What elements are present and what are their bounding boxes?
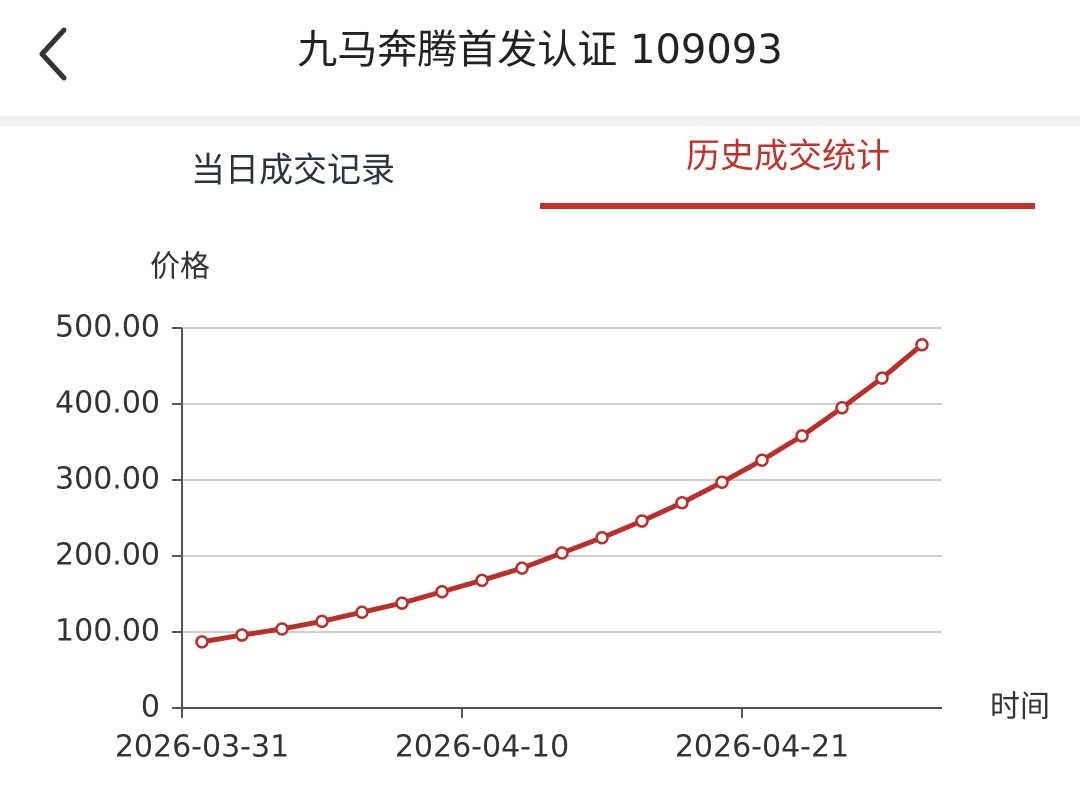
y-tick-label: 500.00 xyxy=(55,310,160,345)
point xyxy=(275,622,289,636)
point xyxy=(515,561,529,575)
point xyxy=(675,496,689,510)
x-tick-label: 2026-04-10 xyxy=(395,730,569,765)
point xyxy=(635,514,649,528)
point xyxy=(475,573,489,588)
y-tick-label: 100.00 xyxy=(55,614,160,649)
point xyxy=(355,605,369,619)
point xyxy=(795,429,809,443)
page-title: 九马奔腾首发认证 109093 xyxy=(297,27,782,73)
point xyxy=(555,546,569,560)
x-tick-label: 2026-03-31 xyxy=(115,730,289,765)
y-tick-label: 300.00 xyxy=(55,462,160,497)
x-tick-label: 2026-04-21 xyxy=(675,730,849,765)
separator xyxy=(0,116,1080,126)
point xyxy=(315,614,329,629)
y-tick-label: 400.00 xyxy=(55,386,160,421)
point xyxy=(715,475,729,490)
tab[interactable]: 当日成交记录 xyxy=(191,151,395,191)
point xyxy=(235,628,249,642)
point xyxy=(875,371,889,385)
y-axis-name: 价格 xyxy=(150,250,210,285)
x-axis-name: 时间 xyxy=(990,690,1050,725)
point xyxy=(595,531,609,545)
point xyxy=(395,596,409,610)
point xyxy=(195,635,209,649)
back-button[interactable] xyxy=(39,27,67,81)
y-tick-label: 0 xyxy=(141,690,160,725)
plot: 0 100.00 200.00 300.00 400.00 500.00 2026-03-3… xyxy=(55,310,942,765)
tab-active[interactable]: 历史成交统计 xyxy=(686,137,890,177)
point xyxy=(835,401,849,415)
y-tick-label: 200.00 xyxy=(55,538,160,573)
point xyxy=(755,453,769,467)
point xyxy=(915,337,929,352)
point xyxy=(435,584,449,599)
tab-underline xyxy=(540,203,1035,209)
